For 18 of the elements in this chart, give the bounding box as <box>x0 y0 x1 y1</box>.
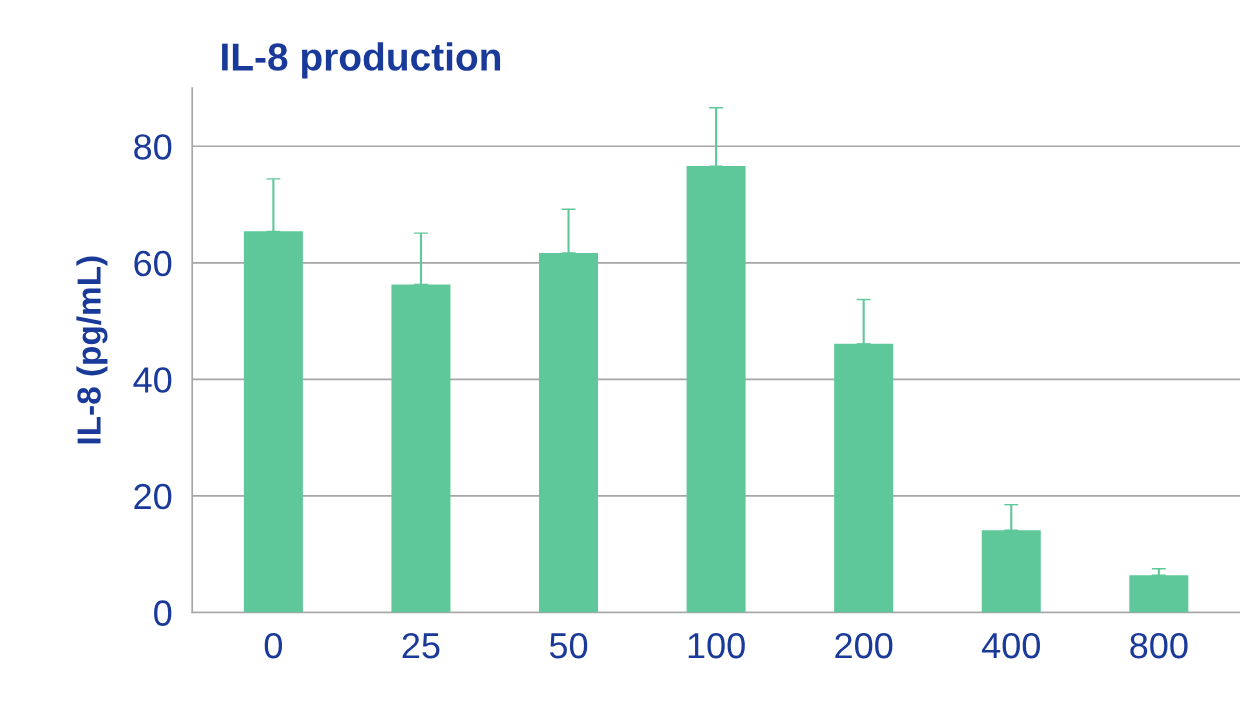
x-tick-label: 200 <box>835 632 893 659</box>
bar <box>1129 575 1189 613</box>
bar <box>539 252 599 613</box>
x-tick-label: 25 <box>402 632 440 659</box>
x-tick-label: 0 <box>264 632 282 659</box>
bar <box>686 166 746 613</box>
x-tick-label: 800 <box>1130 632 1188 659</box>
x-tick-label: 400 <box>981 632 1040 659</box>
x-tick-label: 50 <box>549 632 588 659</box>
chart-title: IL-8 production <box>222 42 501 79</box>
y-tick-label: 60 <box>134 250 172 277</box>
y-tick-label: 40 <box>133 367 172 393</box>
x-tick-label: 100 <box>688 632 745 659</box>
y-axis-title: IL-8 (pg/mL) <box>76 256 108 444</box>
y-tick-label: 80 <box>134 134 172 160</box>
y-tick-label: 20 <box>134 483 172 510</box>
bar <box>834 343 894 613</box>
y-tick-label: 0 <box>154 600 172 626</box>
